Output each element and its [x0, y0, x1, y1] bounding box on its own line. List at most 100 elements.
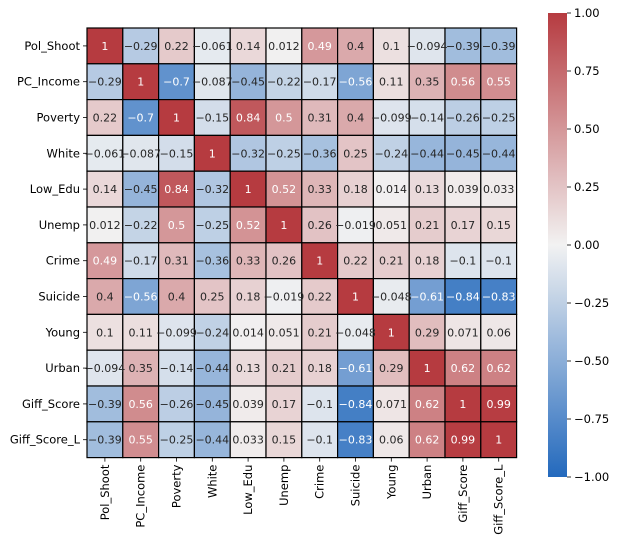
colorbar-tick-label: −0.25 [574, 296, 609, 310]
cell-value-label: −0.36 [195, 255, 229, 268]
cell-value-label: −0.048 [335, 326, 376, 339]
cell-value-label: 0.4 [96, 291, 114, 304]
heatmap-cell [158, 242, 196, 280]
cell-value-label: 0.22 [307, 291, 332, 304]
x-tick-label: Urban [420, 465, 434, 500]
y-tick-label: Young [45, 325, 80, 339]
colorbar: 1.00 0.75 0.50 0.25 0.00 −0.25 −0.50 −0.75 −1.00 [548, 6, 609, 484]
heatmap-cell [265, 206, 303, 244]
heatmap-cell [301, 313, 339, 351]
heatmap-cell [193, 278, 231, 316]
cell-value-label: −0.39 [88, 434, 122, 447]
cell-value-label: 0.14 [93, 183, 118, 196]
heatmap-cell [337, 349, 375, 387]
cell-value-label: 0.35 [128, 362, 153, 375]
heatmap-cell [229, 278, 267, 316]
colorbar-tick-label: −1.00 [574, 470, 609, 484]
x-tick-label: Pol_Shoot [98, 464, 112, 520]
cell-value-label: −0.45 [124, 183, 158, 196]
heatmap-cell [408, 421, 446, 459]
cell-value-label: −0.14 [410, 112, 444, 125]
cell-value-label: −0.15 [195, 112, 229, 125]
cell-value-label: 0.06 [486, 326, 511, 339]
heatmap-cell [480, 313, 518, 351]
colorbar-tick-label: 0.25 [574, 180, 600, 194]
heatmap-cell [265, 421, 303, 459]
heatmap-cell [193, 63, 231, 101]
cell-value-label: −0.25 [195, 219, 229, 232]
cell-value-label: 0.4 [168, 291, 186, 304]
colorbar-tick-label: −0.75 [574, 412, 609, 426]
cell-value-label: −0.26 [160, 398, 194, 411]
heatmap-cell [372, 63, 410, 101]
heatmap-cell [408, 134, 446, 172]
heatmap-cell [337, 170, 375, 208]
cell-value-label: −0.087 [120, 147, 161, 160]
heatmap-cell [301, 385, 339, 423]
cell-value-label: 1 [245, 183, 252, 196]
heatmap-cell [86, 170, 124, 208]
cell-value-label: 0.29 [415, 326, 440, 339]
x-tick-label: PC_Income [134, 465, 148, 528]
heatmap-cell [229, 421, 267, 459]
heatmap-cell [301, 421, 339, 459]
heatmap-cell [301, 63, 339, 101]
cell-value-label: 0.22 [343, 255, 368, 268]
cell-value-label: 0.13 [236, 362, 261, 375]
cell-value-label: −0.061 [192, 40, 233, 53]
heatmap-cell [480, 63, 518, 101]
heatmap-cell [158, 313, 196, 351]
cell-value-label: 1 [101, 40, 108, 53]
cell-value-label: −0.22 [267, 76, 301, 89]
cell-value-label: 0.012 [268, 40, 300, 53]
heatmap-cell [408, 242, 446, 280]
cell-value-label: 0.31 [164, 255, 189, 268]
cell-value-label: 0.4 [347, 40, 365, 53]
heatmap-cell [265, 27, 303, 65]
cell-value-label: −0.061 [85, 147, 126, 160]
heatmap-cell [337, 27, 375, 65]
cell-value-label: −0.22 [124, 219, 158, 232]
heatmap-cell [301, 206, 339, 244]
cell-value-label: −0.84 [446, 291, 480, 304]
cell-value-label: −0.44 [195, 362, 229, 375]
cell-value-label: −0.83 [339, 434, 373, 447]
cell-value-label: 0.039 [232, 398, 264, 411]
cell-value-label: 0.31 [307, 112, 332, 125]
cell-value-label: 0.55 [128, 434, 153, 447]
heatmap-cell [229, 63, 267, 101]
cell-value-label: −0.45 [195, 398, 229, 411]
cell-value-label: 1 [352, 291, 359, 304]
heatmap-cell [372, 385, 410, 423]
heatmap-cell [158, 385, 196, 423]
x-tick-label: Low_Edu [241, 465, 255, 515]
cell-value-label: 0.13 [415, 183, 440, 196]
cell-value-label: 1 [388, 326, 395, 339]
colorbar-tick-label: 0.50 [574, 122, 600, 136]
cell-value-label: −0.094 [85, 362, 126, 375]
cell-value-label: −0.56 [339, 76, 373, 89]
cell-value-label: 0.014 [232, 326, 264, 339]
cell-value-label: 0.4 [347, 112, 365, 125]
colorbar-tick-label: 0.00 [574, 238, 600, 252]
heatmap-cell [480, 278, 518, 316]
cell-value-label: −0.45 [231, 76, 265, 89]
cell-value-label: 0.49 [93, 255, 118, 268]
y-tick-label: Giff_Score_L [10, 433, 81, 447]
cell-value-label: −0.36 [303, 147, 337, 160]
heatmap-cell [444, 421, 482, 459]
heatmap-cell [408, 27, 446, 65]
heatmap-cells [86, 27, 518, 459]
y-tick-label: Pol_Shoot [24, 39, 80, 53]
cell-value-label: 0.21 [379, 255, 404, 268]
cell-value-label: −0.25 [482, 112, 516, 125]
cell-value-label: 1 [459, 398, 466, 411]
heatmap-cell [86, 385, 124, 423]
x-tick-label: Young [384, 465, 398, 500]
cell-value-label: 0.62 [415, 398, 440, 411]
heatmap-cell [444, 134, 482, 172]
cell-value-label: 0.25 [343, 147, 368, 160]
cell-value-label: −0.1 [485, 255, 512, 268]
cell-value-label: 0.21 [272, 362, 297, 375]
heatmap-cell [480, 134, 518, 172]
